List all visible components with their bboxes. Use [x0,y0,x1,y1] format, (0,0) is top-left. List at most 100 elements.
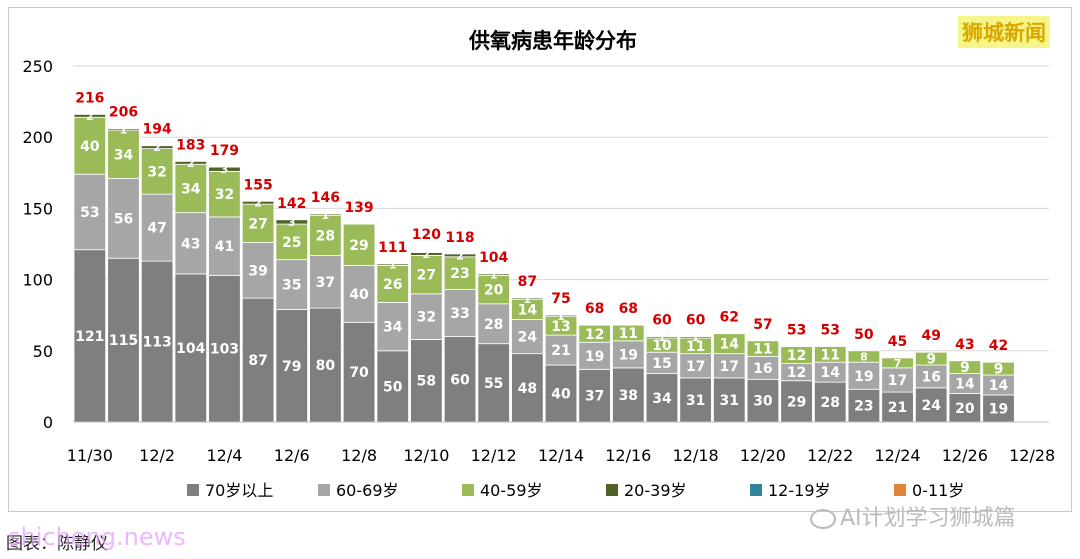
bar-segment-label: 24 [518,330,538,346]
bar-segment [679,336,712,339]
legend-swatch [606,484,618,496]
bar-total-label: 216 [75,90,104,106]
bar-segment-label: 19 [585,349,604,365]
bar-segment-label: 11 [753,342,772,358]
x-tick-label: 12/4 [206,446,242,465]
bar-segment [174,161,208,165]
bar-segment-label: 24 [921,398,941,414]
bar-segment [73,173,107,251]
bar-segment-label: 60 [450,372,470,388]
bar-segment [208,166,241,172]
bar-segment-label: 9 [994,362,1004,378]
bar-segment [746,340,780,357]
bar-segment [645,336,679,339]
bar-segment-label: 14 [518,303,538,319]
bar-segment [578,341,611,370]
bar-segment [612,340,645,369]
bar-segment [746,378,780,423]
bar-segment-label: 15 [652,356,671,372]
bar-segment [107,257,140,423]
bar-total-label: 179 [210,143,239,159]
bar-segment [376,350,409,423]
bar-segment [107,129,140,179]
bar-segment-label: 1 [120,123,128,136]
logo: 狮城新闻 [958,16,1050,48]
bar-segment-label: 16 [753,361,772,377]
bar-segment [948,360,982,374]
bar-segment [208,170,241,218]
bar-segment-label: 28 [316,228,335,244]
bar-segment-label: 28 [484,317,503,333]
bar-total-label: 87 [518,274,537,290]
bar-segment [208,274,241,423]
bar-segment-label: 3 [221,163,229,176]
bar-segment-label: 47 [147,221,166,237]
bar-segment-label: 11 [619,326,638,342]
y-tick-label: 0 [43,413,53,432]
bar-total-label: 194 [143,122,172,138]
x-tick-label: 12/8 [341,446,377,465]
legend-label: 20-39岁 [624,481,687,500]
bar-segment-label: 13 [551,319,570,335]
bar-segment-label: 1 [322,209,330,222]
y-tick-label: 250 [22,57,53,76]
bar-segment-label: 58 [417,374,436,390]
bar-segment-label: 16 [921,369,940,385]
bar-total-label: 120 [412,227,441,243]
data-labels: 1215340221611556341206113473221941044334… [75,90,1008,417]
bar-segment-label: 28 [820,395,839,411]
bar-segment [948,393,982,423]
bar-segment-label: 2 [456,249,464,262]
bar-segment-label: 79 [282,359,301,375]
bar-segment [544,314,578,318]
bar-segment-label: 1 [389,259,397,272]
bar-segment [275,219,308,225]
bar-segment-label: 29 [349,238,368,254]
bar-segment-label: 12 [585,327,604,343]
bar-segment-label: 21 [551,343,570,359]
bar-segment-label: 38 [619,388,638,404]
bar-segment-label: 17 [686,359,705,375]
bar-segment [73,249,107,423]
bar-segment-label: 1 [490,269,498,282]
bar-total-label: 49 [921,328,940,344]
bar-segment [309,213,342,216]
bar-segment [477,343,510,423]
bar-segment-label: 17 [720,359,739,375]
bar-total-label: 75 [551,291,570,307]
wechat-icon [810,509,836,529]
x-tick-label: 12/14 [538,446,584,465]
bar-segment [174,212,208,275]
bar-segment-label: 113 [143,335,172,351]
bar-segment-label: 121 [75,329,104,345]
bar-segment-label: 9 [926,352,936,368]
x-tick-label: 11/30 [67,446,113,465]
bar-segment-label: 23 [450,266,469,282]
bar-total-label: 45 [888,334,907,350]
bar-total-label: 68 [585,301,604,317]
bar-segment [847,388,881,423]
bar-segment-label: 34 [181,182,201,198]
legend-label: 0-11岁 [912,481,964,500]
x-tick-label: 12/12 [471,446,517,465]
bar-segment [410,339,443,423]
bar-segment-label: 3 [288,216,296,229]
bar-segment-label: 26 [383,277,402,293]
bar-segment-label: 37 [585,389,604,405]
bar-segment [107,178,140,259]
bar-segment-label: 17 [888,373,907,389]
bar-segment [140,260,174,423]
bar-segment-label: 21 [888,400,907,416]
bar-segment-label: 25 [282,235,301,251]
bar-segment-label: 2 [86,110,94,123]
bar-segment-label: 80 [316,358,336,374]
bar-total-label: 50 [854,327,874,343]
x-tick-label: 12/2 [139,446,175,465]
bar-segment [511,319,544,355]
legend-label: 40-59岁 [480,481,543,500]
bar-segment [241,242,275,299]
bar-segment-label: 19 [619,347,638,363]
bar-segment [982,394,1015,423]
watermark-right-text: AI计划学习狮城篇 [840,506,1016,531]
bar-segment [342,223,376,266]
